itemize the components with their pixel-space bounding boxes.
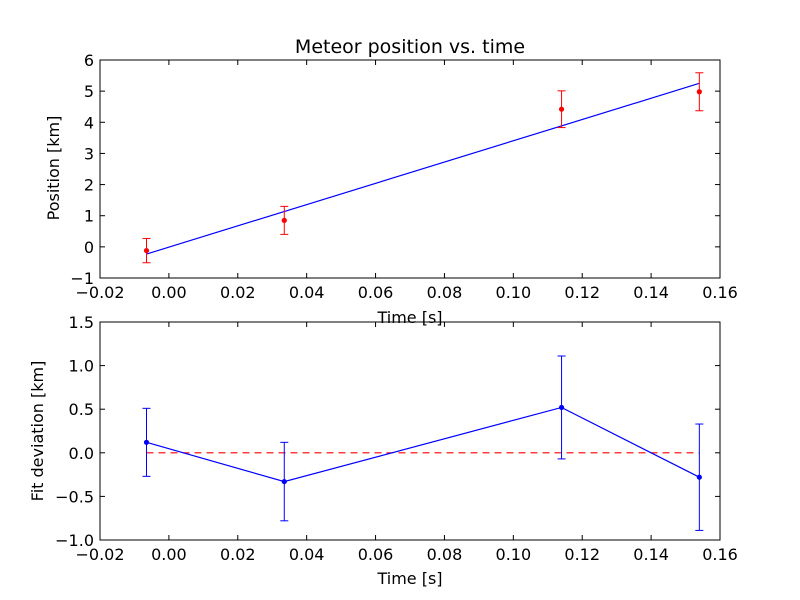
- x-axis-label: Time [s]: [376, 308, 442, 327]
- x-tick-label: 0.10: [496, 545, 532, 564]
- fit-line: [146, 82, 700, 255]
- data-point: [143, 439, 150, 445]
- x-tick-label: 0.04: [289, 545, 325, 564]
- y-tick-label: −1: [70, 269, 94, 288]
- data-point: [696, 474, 702, 480]
- y-tick-label: 0.5: [69, 400, 94, 419]
- y-tick-label: 0: [84, 238, 94, 257]
- data-point: [143, 247, 150, 254]
- x-tick-label: 0.10: [496, 283, 532, 302]
- x-tick-label: 0.02: [220, 283, 256, 302]
- y-axis-label: Position [km]: [44, 116, 63, 221]
- x-tick-label: 0.14: [633, 283, 669, 302]
- x-tick-label: 0.02: [220, 545, 256, 564]
- x-tick-label: 0.06: [358, 545, 394, 564]
- y-tick-label: −1.0: [55, 531, 94, 550]
- x-tick-label: 0.04: [289, 283, 325, 302]
- data-point: [281, 217, 287, 223]
- y-tick-label: 6: [84, 51, 94, 70]
- data-point: [558, 106, 565, 112]
- x-tick-label: 0.12: [564, 545, 600, 564]
- x-tick-label: 0.08: [427, 283, 463, 302]
- x-tick-label: −0.02: [75, 545, 124, 564]
- deviation-line: [146, 406, 700, 483]
- x-tick-label: 0.12: [564, 283, 600, 302]
- position-panel: Meteor position vs. time Time [s] Positi…: [44, 36, 738, 327]
- y-tick-label: 4: [84, 113, 94, 132]
- y-tick-label: 1: [84, 207, 94, 226]
- data-point: [281, 478, 287, 485]
- x-tick-label: −0.02: [75, 283, 124, 302]
- x-tick-label: 0.16: [702, 545, 738, 564]
- x-tick-label: 0.06: [358, 283, 394, 302]
- plot-frame: [99, 321, 721, 541]
- chart-title: Meteor position vs. time: [295, 36, 525, 58]
- data-point: [558, 404, 565, 411]
- y-tick-label: 1.5: [69, 313, 94, 332]
- y-tick-label: 5: [84, 82, 94, 101]
- x-tick-label: 0.14: [633, 545, 669, 564]
- x-axis-label: Time [s]: [376, 569, 442, 588]
- y-tick-label: −0.5: [55, 487, 94, 506]
- x-tick-label: 0.00: [151, 283, 187, 302]
- y-axis-label: Fit deviation [km]: [28, 361, 47, 502]
- x-tick-label: 0.00: [151, 545, 187, 564]
- plot-frame: [99, 59, 721, 279]
- data-point: [696, 89, 702, 95]
- x-tick-label: 0.16: [702, 283, 738, 302]
- deviation-panel: Time [s] Fit deviation [km] −0.02 0.00 0.0…: [28, 313, 738, 588]
- y-tick-label: 2: [84, 176, 94, 195]
- y-tick-label: 3: [84, 144, 94, 163]
- y-tick-label: 1.0: [69, 357, 94, 376]
- x-tick-label: 0.08: [427, 545, 463, 564]
- y-tick-label: 0.0: [69, 444, 94, 463]
